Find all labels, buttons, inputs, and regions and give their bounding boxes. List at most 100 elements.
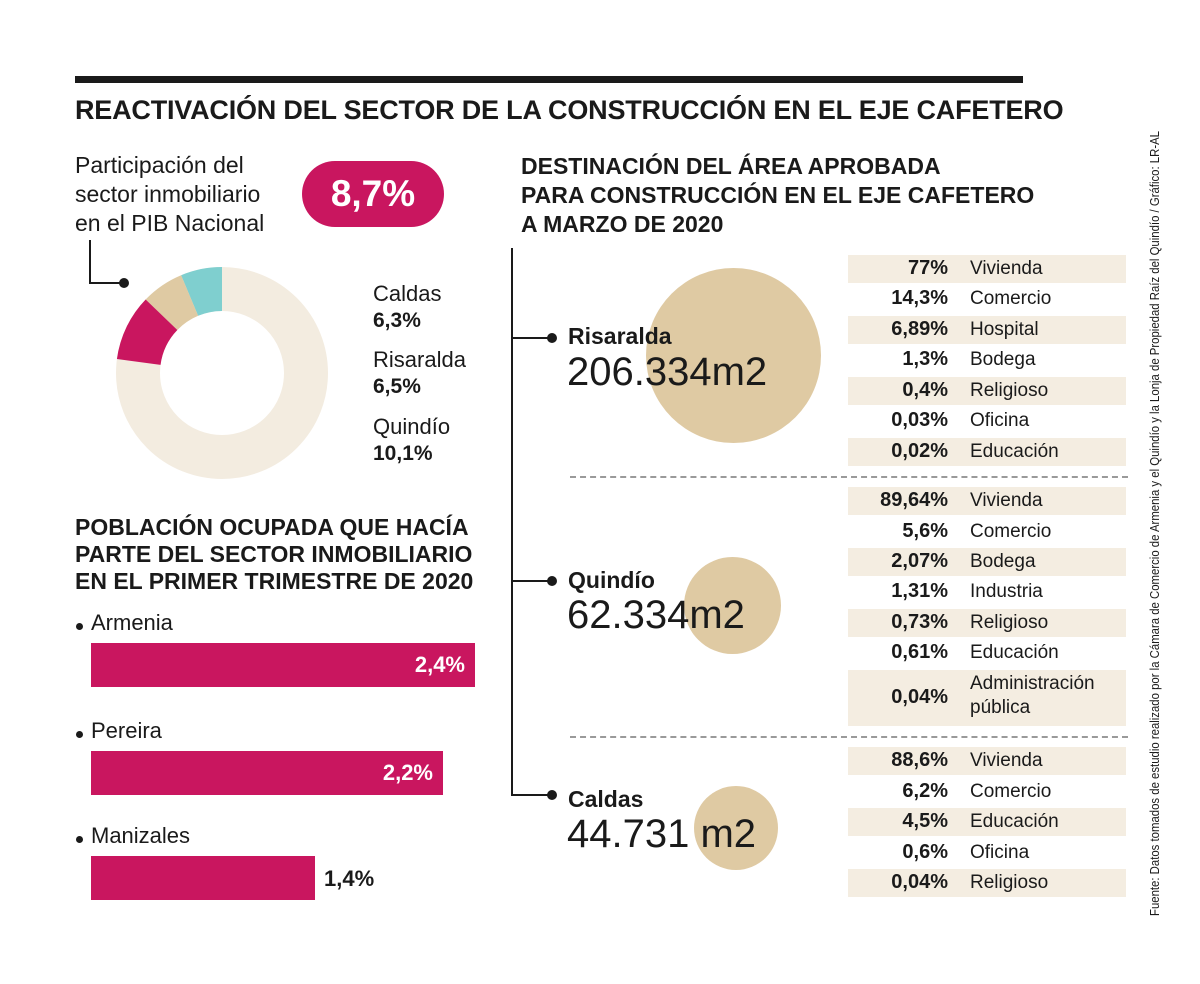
tree-vertical-line [511,248,513,795]
tree-branch-caldas [511,794,553,796]
bullet-icon [76,623,83,630]
row-pct: 1,3% [902,348,948,370]
legend-value-caldas: 6,3% [373,309,421,332]
row-use: Vivienda [970,490,1043,511]
row-use: Comercio [970,781,1052,802]
row-use: Bodega [970,551,1036,572]
caldas-row: 0,04% Religioso [848,869,1126,897]
quindio-row: 5,6% Comercio [848,518,1126,546]
quindio-row: 1,31% Industria [848,578,1126,606]
destinacion-title-line: DESTINACIÓN DEL ÁREA APROBADA [521,153,941,179]
tree-dot-risaralda [547,333,557,343]
region-divider [570,476,1128,478]
row-pct: 6,89% [891,318,948,340]
top-rule [75,76,1023,83]
quindio-row: 89,64% Vivienda [848,487,1126,515]
quindio-row: 0,04% Administración pública [848,670,1126,726]
row-pct: 2,07% [891,550,948,572]
row-use: Educación [970,642,1059,663]
source-text: Fuente: Datos tomados de estudio realiza… [1148,131,1162,916]
bar-label-manizales: Manizales [91,823,191,848]
legend-swatch-caldas [346,283,366,303]
region-divider [570,736,1128,738]
row-use-line: Administración [970,673,1095,694]
row-use: Educación [970,441,1059,462]
risaralda-row: 6,89% Hospital [848,316,1126,344]
risaralda-row: 0,4% Religioso [848,377,1126,405]
row-use: Industria [970,581,1043,602]
source-note: Fuente: Datos tomados de estudio realiza… [1144,126,1166,916]
legend-name-risaralda: Risaralda [373,347,466,372]
region-name-caldas: Caldas [568,786,644,812]
destinacion-title-line: PARA CONSTRUCCIÓN EN EL EJE CAFETERO [521,182,1035,208]
bar-label-pereira: Pereira [91,718,162,743]
bullet-icon [76,731,83,738]
pib-donut-chart [116,267,328,479]
pib-label: Participación del sector inmobiliario en… [75,151,315,238]
tree-branch-quindio [511,580,553,582]
row-use: Comercio [970,521,1052,542]
pib-label-line: Participación del [75,152,244,178]
bar-value-pereira: 2,2% [382,760,433,785]
bar-pereira: 2,2% [91,751,443,795]
caldas-row: 0,6% Oficina [848,839,1126,867]
row-use: Vivienda [970,258,1043,279]
row-use: Comercio [970,288,1052,309]
row-pct: 6,2% [902,780,948,802]
row-pct: 5,6% [902,520,948,542]
poblacion-title-line: PARTE DEL SECTOR INMOBILIARIO [75,541,473,567]
legend-name-quindio: Quindío [373,414,451,439]
row-use: Religioso [970,380,1049,401]
pib-label-line: sector inmobiliario [75,181,261,207]
bar-label-armenia: Armenia [91,610,173,635]
region-area-risaralda: 206.334m2 [567,350,768,394]
bar-armenia: 2,4% [91,643,475,687]
donut-slice-risaralda [145,275,199,330]
row-pct: 0,73% [891,611,948,633]
risaralda-row: 1,3% Bodega [848,346,1126,374]
poblacion-title: POBLACIÓN OCUPADA QUE HACÍA PARTE DEL SE… [75,514,473,595]
row-use: Educación [970,811,1059,832]
donut-base-ring [116,267,328,479]
caldas-row: 4,5% Educación [848,808,1126,836]
legend-swatch-risaralda [346,349,366,369]
tree-dot-quindio [547,576,557,586]
row-pct: 14,3% [891,287,948,309]
pib-leader-line [89,240,91,283]
row-use: Vivienda [970,750,1043,771]
donut-slice-quindio [116,299,178,365]
tree-dot-caldas [547,790,557,800]
legend-value-quindio: 10,1% [373,442,433,465]
destinacion-title: DESTINACIÓN DEL ÁREA APROBADA PARA CONST… [521,152,1034,239]
bullet-icon [76,836,83,843]
risaralda-row: 14,3% Comercio [848,285,1126,313]
bubble-caldas [694,786,778,870]
row-use: Oficina [970,410,1030,431]
region-area-caldas: 44.731 m2 [567,812,757,856]
row-pct: 0,02% [891,440,948,462]
row-use: Religioso [970,612,1049,633]
region-name-quindio: Quindío [568,567,655,593]
donut-slice-caldas [181,267,222,316]
destinacion-title-line: A MARZO DE 2020 [521,211,724,237]
bubble-risaralda [646,268,821,443]
row-pct: 77% [907,257,948,279]
row-use-line: pública [970,697,1031,718]
bar-manizales [91,856,315,900]
tree-branch-risaralda [511,337,553,339]
risaralda-row: 0,03% Oficina [848,407,1126,435]
poblacion-title-line: EN EL PRIMER TRIMESTRE DE 2020 [75,568,474,594]
row-pct: 0,6% [902,841,948,863]
row-pct: 0,04% [891,686,948,708]
legend-name-caldas: Caldas [373,281,442,306]
bar-value-armenia: 2,4% [414,652,465,677]
row-pct: 88,6% [891,749,948,771]
row-use: Administración pública [970,672,1095,720]
row-pct: 89,64% [880,489,948,511]
risaralda-row: 0,02% Educación [848,438,1126,466]
risaralda-row: 77% Vivienda [848,255,1126,283]
row-pct: 0,61% [891,641,948,663]
poblacion-title-line: POBLACIÓN OCUPADA QUE HACÍA [75,514,469,540]
row-pct: 0,03% [891,409,948,431]
pib-label-line: en el PIB Nacional [75,210,265,236]
